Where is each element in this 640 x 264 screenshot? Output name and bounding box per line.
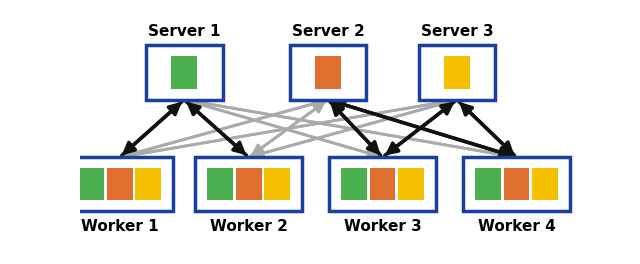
FancyBboxPatch shape (532, 168, 557, 200)
FancyBboxPatch shape (172, 56, 197, 89)
Text: Server 1: Server 1 (148, 24, 220, 39)
FancyBboxPatch shape (289, 45, 367, 100)
FancyBboxPatch shape (135, 168, 161, 200)
Text: Server 2: Server 2 (292, 24, 364, 39)
FancyBboxPatch shape (315, 56, 341, 89)
FancyBboxPatch shape (341, 168, 367, 200)
FancyBboxPatch shape (146, 45, 223, 100)
FancyBboxPatch shape (419, 45, 495, 100)
FancyBboxPatch shape (207, 168, 233, 200)
FancyBboxPatch shape (504, 168, 529, 200)
FancyBboxPatch shape (398, 168, 424, 200)
Text: Worker 4: Worker 4 (477, 219, 556, 234)
Text: Worker 1: Worker 1 (81, 219, 159, 234)
Text: Worker 2: Worker 2 (210, 219, 287, 234)
FancyBboxPatch shape (370, 168, 396, 200)
Text: Server 3: Server 3 (420, 24, 493, 39)
FancyBboxPatch shape (195, 157, 302, 211)
FancyBboxPatch shape (236, 168, 262, 200)
Text: Worker 3: Worker 3 (344, 219, 421, 234)
FancyBboxPatch shape (329, 157, 436, 211)
FancyBboxPatch shape (463, 157, 570, 211)
FancyBboxPatch shape (444, 56, 470, 89)
FancyBboxPatch shape (79, 168, 104, 200)
FancyBboxPatch shape (107, 168, 132, 200)
FancyBboxPatch shape (264, 168, 290, 200)
FancyBboxPatch shape (67, 157, 173, 211)
FancyBboxPatch shape (476, 168, 501, 200)
